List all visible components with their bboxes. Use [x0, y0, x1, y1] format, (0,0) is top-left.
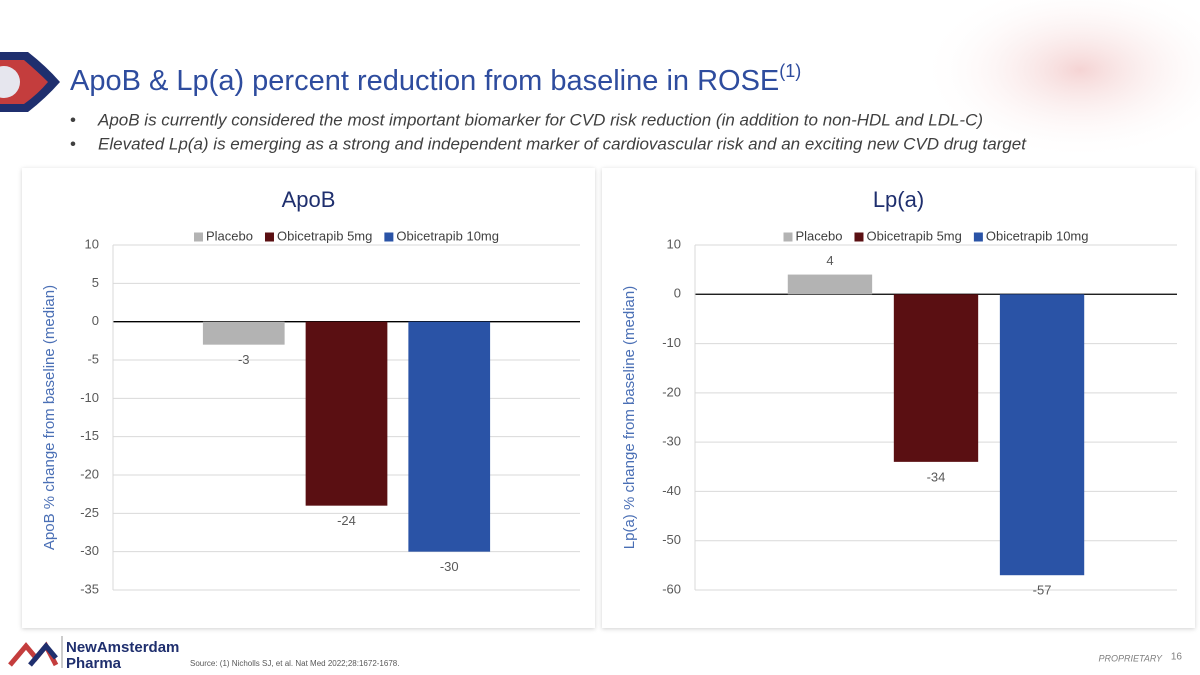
- legend-swatch: [783, 232, 793, 242]
- logo-text: NewAmsterdam: [66, 639, 179, 656]
- charts: ApoB ApoB % change from baseline (median)…: [22, 168, 1195, 628]
- legend-swatch: [194, 232, 203, 242]
- title-superscript: (1): [779, 61, 801, 81]
- bar: [787, 274, 873, 295]
- y-tick-label: 10: [667, 236, 681, 251]
- y-tick-label: 10: [85, 236, 99, 251]
- y-axis-label: ApoB % change from baseline (median): [41, 285, 58, 550]
- y-tick-label: -5: [87, 351, 99, 366]
- y-tick-label: 0: [92, 313, 99, 328]
- decoration: [920, 0, 1200, 160]
- footer-label: PROPRIETARY: [1098, 653, 1163, 663]
- y-tick-label: -50: [662, 532, 681, 547]
- legend-label: Obicetrapib 5mg: [866, 228, 961, 243]
- data-label: -24: [337, 513, 356, 528]
- y-tick-label: -10: [80, 390, 99, 405]
- legend-label: Obicetrapib 10mg: [986, 228, 1089, 243]
- bar: [893, 294, 979, 462]
- legend-label: Obicetrapib 10mg: [396, 228, 499, 243]
- data-label: -3: [238, 352, 250, 367]
- y-tick-label: -60: [662, 581, 681, 596]
- source: Source: (1) Nicholls SJ, et al. Nat Med …: [190, 659, 399, 668]
- data-label: -30: [440, 559, 459, 574]
- data-label: -57: [1033, 583, 1052, 598]
- legend-swatch: [384, 232, 394, 242]
- chart-title: ApoB: [282, 187, 336, 212]
- y-tick-label: -35: [80, 581, 99, 596]
- y-tick-label: -30: [80, 543, 99, 558]
- logo-mark: [28, 642, 58, 667]
- y-tick-label: -25: [80, 505, 99, 520]
- bullet-dot: •: [70, 134, 76, 153]
- y-tick-label: -20: [80, 466, 99, 481]
- title-text: ApoB & Lp(a) percent reduction from base…: [70, 65, 779, 97]
- y-tick-label: 5: [92, 275, 99, 290]
- legend-label: Obicetrapib 5mg: [277, 228, 372, 243]
- chart: Lp(a) Lp(a) % change from baseline (media…: [602, 168, 1195, 628]
- y-tick-label: 0: [674, 286, 681, 301]
- bullet-dot: •: [70, 110, 76, 129]
- y-tick-label: -15: [80, 428, 99, 443]
- y-tick-label: -40: [662, 483, 681, 498]
- bullet: ApoB is currently considered the most im…: [97, 110, 983, 129]
- legend-label: Placebo: [796, 228, 843, 243]
- page-number: 16: [1171, 652, 1183, 663]
- y-tick-label: -20: [662, 384, 681, 399]
- legend-swatch: [854, 232, 864, 242]
- bullet: Elevated Lp(a) is emerging as a strong a…: [98, 134, 1027, 153]
- data-label: 4: [826, 253, 833, 268]
- data-label: -34: [927, 469, 946, 484]
- bar: [305, 321, 388, 506]
- bar: [408, 321, 491, 552]
- bar: [999, 294, 1085, 576]
- y-axis-label: Lp(a) % change from baseline (median): [621, 286, 638, 549]
- legend-swatch: [264, 232, 274, 242]
- logo-text: Pharma: [66, 655, 122, 672]
- legend: Placebo Obicetrapib 5mg Obicetrapib 10mg: [194, 228, 499, 243]
- y-tick-label: -30: [662, 434, 681, 449]
- title-arrow-dot: [0, 66, 20, 98]
- slide-title: ApoB & Lp(a) percent reduction from base…: [70, 61, 801, 97]
- legend-label: Placebo: [206, 228, 253, 243]
- legend-swatch: [973, 232, 983, 242]
- legend: Placebo Obicetrapib 5mg Obicetrapib 10mg: [783, 228, 1089, 243]
- y-tick-label: -10: [662, 335, 681, 350]
- bar: [202, 321, 285, 345]
- chart: ApoB ApoB % change from baseline (median)…: [22, 168, 595, 628]
- chart-title: Lp(a): [873, 187, 924, 212]
